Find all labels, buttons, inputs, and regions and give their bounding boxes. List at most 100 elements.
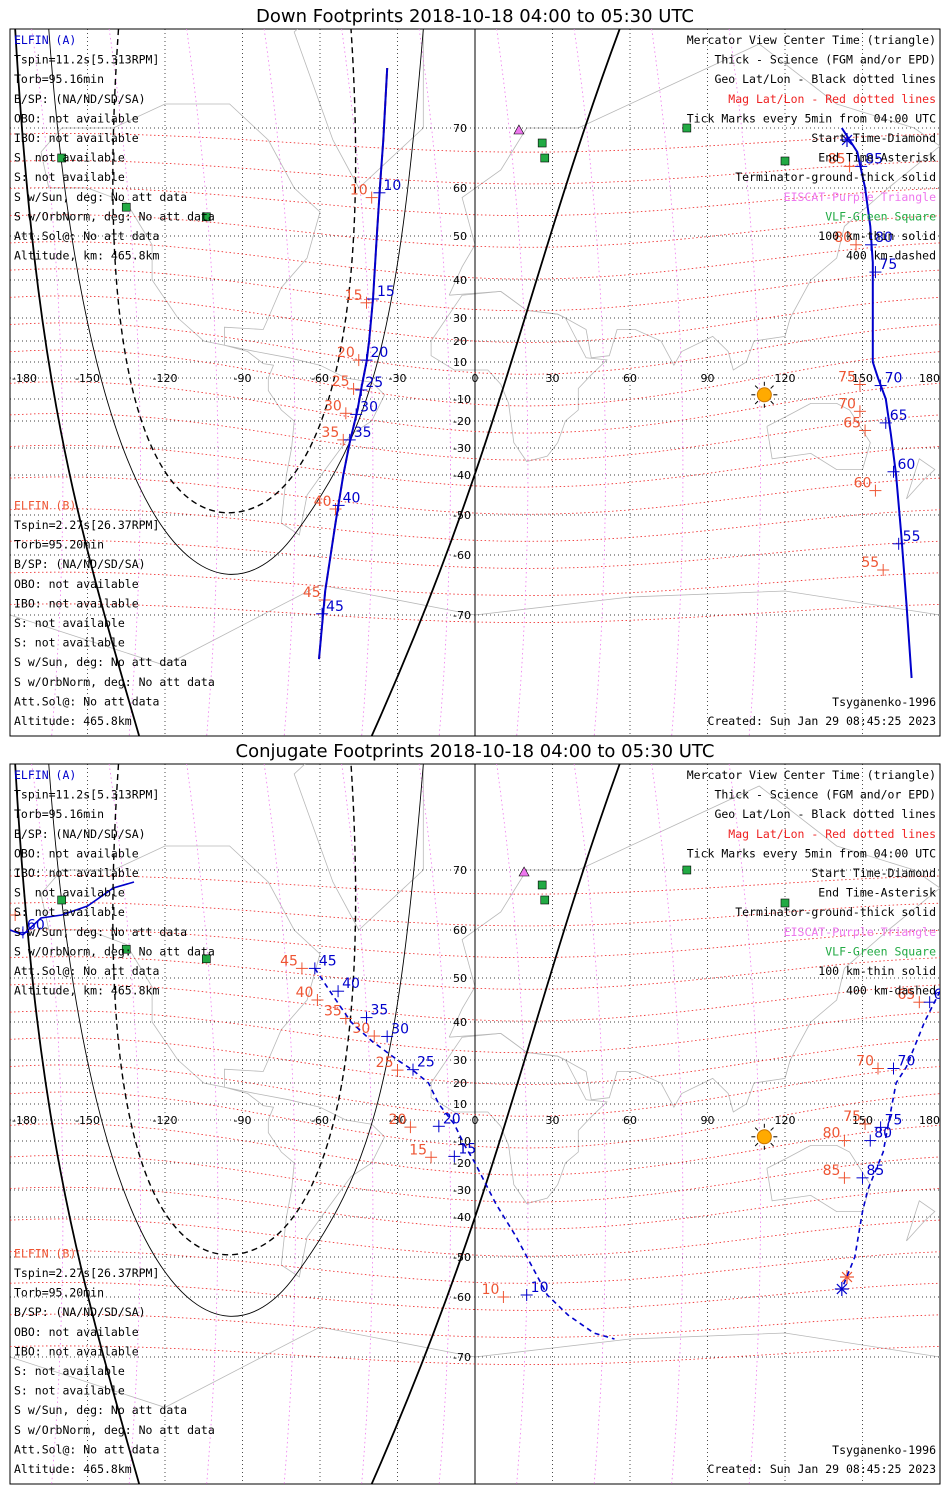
lon-tick-label: -120 <box>153 1114 178 1127</box>
elfin-b-track-mid-tick-label: 10 <box>482 1282 500 1298</box>
elfin-b-info: S: not available <box>14 636 125 650</box>
elfin-a-track-east-path <box>841 990 940 1290</box>
legend-item: 100 km-thin solid <box>818 229 936 243</box>
lon-tick-label: 30 <box>546 1114 560 1127</box>
elfin-b-track-east-tick-label: 80 <box>823 1126 841 1142</box>
map-area: -180 -150 -120 -90 -60 -30 0 30 60 90 120 150 180 70 6… <box>10 29 940 736</box>
coastline-0 <box>40 845 386 1278</box>
terminator-east <box>370 29 621 736</box>
sun-icon <box>756 1129 772 1145</box>
elfin-a-track-west-tick-label: 45 <box>326 599 344 615</box>
lat-tick-label: -30 <box>453 1184 471 1197</box>
elfin-b-info: B/SP: (NA/ND/SD/SA) <box>14 1305 146 1319</box>
lat-tick-label: -60 <box>453 1291 471 1304</box>
eiscat-station-icon <box>518 866 530 877</box>
elfin-b-track-west-tick-label: 20 <box>337 345 355 361</box>
elfin-a-info: S w/Sun, deg: No att data <box>14 925 187 939</box>
mag-meridian <box>108 29 141 736</box>
mag-meridian <box>263 764 296 1484</box>
mag-meridian <box>418 764 451 1484</box>
elfin-a-track-mid-tick-label: 25 <box>417 1055 435 1071</box>
coastline-3 <box>430 290 608 462</box>
legend-item: Geo Lat/Lon - Black dotted lines <box>714 72 936 86</box>
mag-meridian <box>728 29 761 736</box>
lon-tick-label: 180 <box>919 1114 940 1127</box>
lat-tick-label: 10 <box>453 1098 467 1111</box>
elfin-b-info: Torb=95.20min <box>14 538 104 552</box>
legend-item: Tick Marks every 5min from 04:00 UTC <box>687 846 936 860</box>
mag-parallel <box>10 603 940 623</box>
model-label: Tsyganenko-1996 <box>832 695 936 709</box>
lat-tick-label: 30 <box>453 1054 467 1067</box>
elfin-a-info: Att.Sol@: No att data <box>14 229 159 243</box>
altitude-100km-loop <box>48 29 424 575</box>
lat-tick-label: -10 <box>453 1135 471 1148</box>
elfin-b-info: Tspin=2.27s[26.37RPM] <box>14 518 159 532</box>
elfin-b-track-east-tick-label: 80 <box>834 230 852 246</box>
elfin-b-info: S: not available <box>14 1384 125 1398</box>
elfin-b-track-east-tick-label: 65 <box>898 987 916 1003</box>
mag-parallel <box>10 349 940 407</box>
elfin-b-info: B/SP: (NA/ND/SD/SA) <box>14 557 146 571</box>
lon-tick-label: 0 <box>472 1114 479 1127</box>
elfin-a-info: S: not available <box>14 905 125 919</box>
lon-tick-label: -150 <box>75 1114 100 1127</box>
elfin-b-track-east-tick-label: 75 <box>843 1109 861 1125</box>
elfin-a-info: IBO: not available <box>14 866 139 880</box>
mag-parallel <box>10 571 940 596</box>
elfin-a-track-east-tick-label: 55 <box>903 529 921 545</box>
lon-tick-label: -150 <box>75 372 100 385</box>
coastline-1 <box>293 29 424 189</box>
lat-tick-label: -70 <box>453 1351 471 1364</box>
elfin-a-track-mid-tick-label: 30 <box>391 1021 409 1037</box>
elfin-a-track-west-tick-label: 20 <box>371 345 389 361</box>
elfin-a-info: Torb=95.16min <box>14 72 104 86</box>
elfin-a-info: S w/OrbNorm, deg: No att data <box>14 209 215 223</box>
mag-parallel <box>10 875 940 895</box>
end-time-asterisk-icon <box>841 134 853 146</box>
elfin-b-track-west-tick-label: 45 <box>303 585 321 601</box>
elfin-b-info: S w/Sun, deg: No att data <box>14 655 187 669</box>
mag-parallel <box>10 133 940 153</box>
elfin-a-track-east-tick-label: 80 <box>875 230 893 246</box>
mag-parallel <box>10 1313 940 1338</box>
lat-tick-label: -20 <box>453 1157 471 1170</box>
elfin-b-track-east-tick-label: 70 <box>856 1054 874 1070</box>
lat-tick-label: -20 <box>453 415 471 428</box>
elfin-b-info: Altitude: 465.8km <box>14 1462 132 1476</box>
panel-title: Conjugate Footprints 2018-10-18 04:00 to… <box>236 741 715 762</box>
mag-parallel <box>10 1091 940 1149</box>
lat-tick-label: -60 <box>453 549 471 562</box>
elfin-a-track-mid-tick-label: 45 <box>319 953 337 969</box>
lon-tick-label: 60 <box>623 1114 637 1127</box>
lat-tick-label: -30 <box>453 442 471 455</box>
lat-tick-label: -10 <box>453 393 471 406</box>
coastline-5 <box>906 1200 936 1242</box>
elfin-a-track-mid-tick-label: 10 <box>531 1280 549 1296</box>
sun-ray <box>770 385 774 389</box>
lon-tick-label: 60 <box>623 372 637 385</box>
legend-item: Mercator View Center Time (triangle) <box>687 768 936 782</box>
elfin-a-track-mid-tick-label: 35 <box>371 1003 389 1019</box>
elfin-b-info: S w/OrbNorm, deg: No att data <box>14 1423 215 1437</box>
legend-item: Mag Lat/Lon - Red dotted lines <box>728 92 936 106</box>
elfin-b-info: Altitude: 465.8km <box>14 714 132 728</box>
elfin-b-info: IBO: not available <box>14 1344 139 1358</box>
terminator-west <box>14 764 141 1484</box>
elfin-a-track-east-tick-label: 85 <box>867 1163 885 1179</box>
elfin-a-header: ELFIN (A) <box>14 33 76 47</box>
legend-item: Terminator-ground-thick solid <box>735 905 936 919</box>
eiscat-station-icon <box>513 124 525 135</box>
elfin-b-info: Att.Sol@: No att data <box>14 1442 159 1456</box>
elfin-b-track-east-tick-label: 75 <box>838 370 856 386</box>
elfin-a-track-west-tick-label: 35 <box>354 425 372 441</box>
elfin-b-header: ELFIN (B) <box>14 498 76 512</box>
lon-tick-label: 120 <box>775 372 796 385</box>
vlf-station-icon <box>682 123 692 133</box>
elfin-b-track-west-tick-label: 15 <box>345 288 363 304</box>
lon-tick-label: -180 <box>12 1114 37 1127</box>
lat-tick-label: -50 <box>453 509 471 522</box>
end-time-asterisk-icon <box>841 1271 853 1283</box>
elfin-a-info: B/SP: (NA/ND/SD/SA) <box>14 92 146 106</box>
